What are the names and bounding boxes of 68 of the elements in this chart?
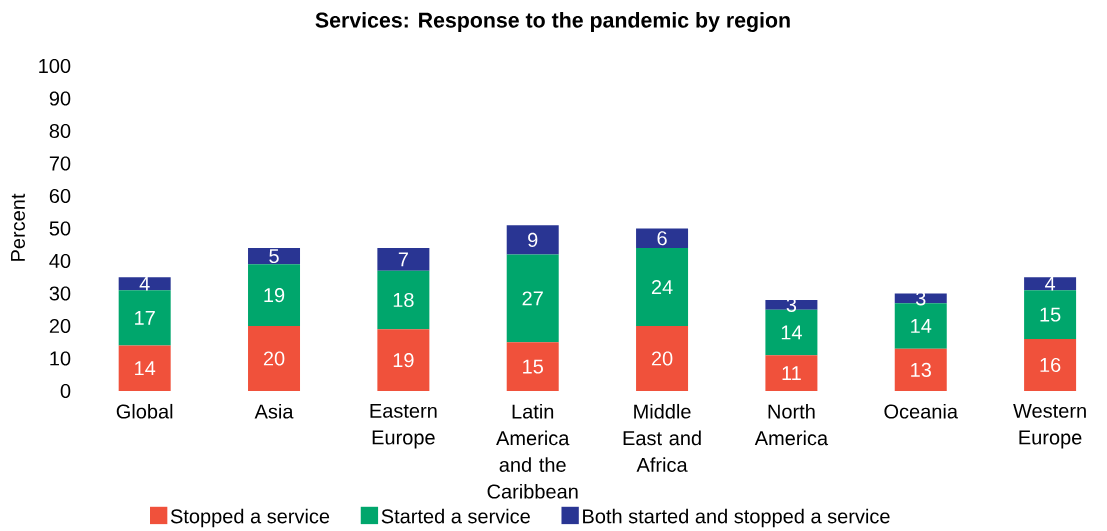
data-label: 16 [1040,357,1061,373]
y-tick-label: 20 [49,318,71,334]
bar [506,254,559,343]
bar [506,342,559,391]
bar [377,247,430,271]
data-label: 7 [398,252,408,267]
bar [1024,338,1077,391]
legend-label: Stopped a service [170,508,330,528]
chart-title: Services: Response to the pandemic by region [315,12,790,32]
bar [248,325,301,391]
bar [248,264,301,326]
bar [765,355,818,391]
data-label: 14 [781,325,802,340]
y-tick-label: 80 [49,123,71,139]
bar [1024,277,1077,291]
bar [377,270,430,330]
y-axis-title: Percent [11,193,25,261]
data-label: 24 [651,280,673,294]
x-tick-label: North America [754,403,829,446]
data-label: 13 [911,362,931,377]
y-tick-label: 100 [39,58,71,74]
x-tick-label: Asia [254,403,294,419]
data-label: 4 [139,276,150,291]
x-tick-label: Latin America and the Caribbean [487,403,578,499]
x-tick-label: Middle East and Africa [623,403,701,472]
bar [506,225,559,255]
y-tick-label: 60 [49,188,71,204]
data-label: 15 [523,359,543,374]
bar [894,348,947,391]
data-label: 19 [264,288,285,303]
bar [118,277,171,291]
bar [1024,290,1077,339]
bar [377,329,430,391]
y-tick-label: 50 [49,221,71,236]
legend-label: Started a service [381,508,530,524]
data-label: 27 [522,291,543,306]
bar [636,325,689,391]
bar [118,345,171,391]
data-label: 9 [528,232,538,247]
bar [765,299,818,310]
data-label: 19 [393,353,414,368]
data-label: 18 [393,292,414,308]
y-tick-label: 40 [49,253,71,269]
bar [248,247,301,265]
data-label: 15 [1040,307,1061,322]
bar [118,290,171,346]
data-label: 20 [263,351,285,366]
x-tick-label: Eastern Europe [370,403,437,449]
data-label: 11 [782,366,801,380]
data-label: 14 [135,361,156,376]
data-label: 4 [1044,276,1056,291]
y-tick-label: 10 [50,351,71,366]
bar [636,247,689,326]
legend-label: Both started and stopped a service [583,508,890,528]
x-tick-label: Global [116,403,173,419]
x-tick-label: Western Europe [1013,403,1086,449]
data-label: 6 [657,231,667,246]
data-label: 5 [269,249,279,264]
y-tick-label: 90 [49,91,71,106]
bar [636,228,689,248]
data-label: 20 [651,351,673,366]
bar [894,293,947,304]
y-tick-label: 0 [60,383,71,399]
y-tick-label: 30 [49,286,71,301]
data-label: 17 [135,310,155,325]
x-tick-label: Oceania [884,403,958,419]
data-label: 14 [911,319,932,333]
y-tick-label: 70 [49,156,71,171]
